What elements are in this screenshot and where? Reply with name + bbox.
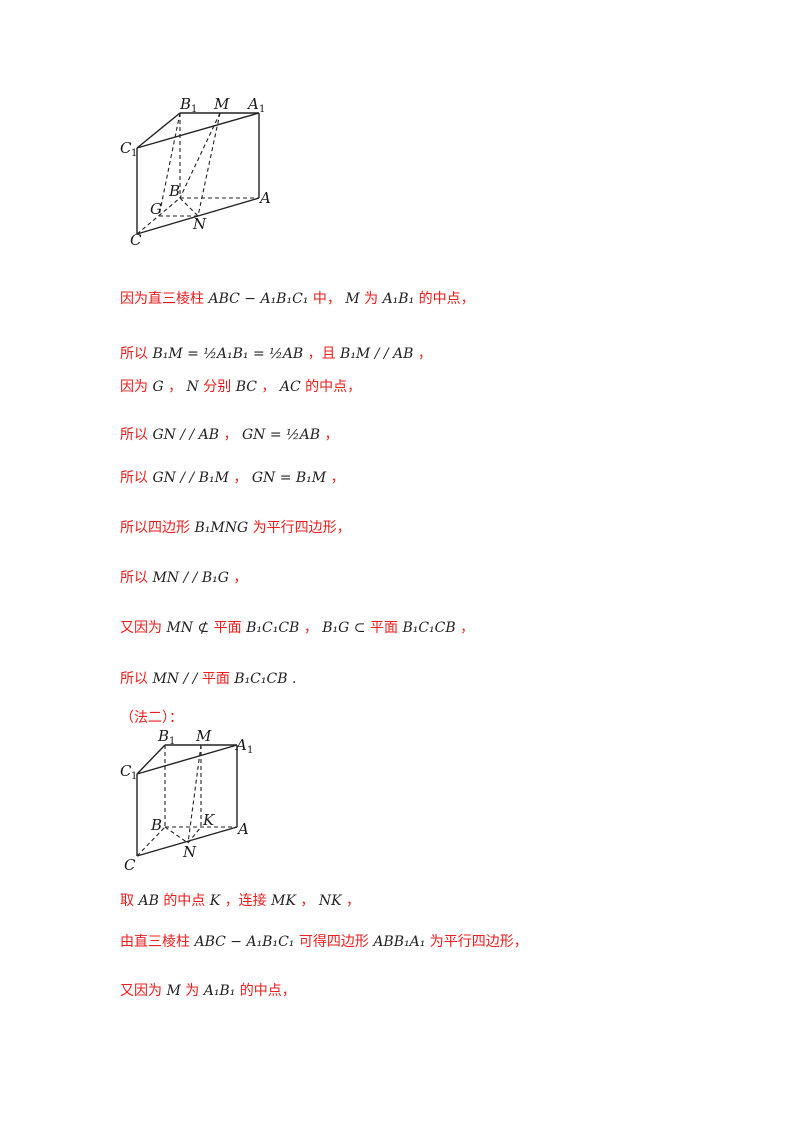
proof-line-8: 又因为 MN ⊄ 平面 B₁C₁CB ， B₁G ⊂ 平面 B₁C₁CB ， [120, 620, 475, 636]
label-c1: C [120, 139, 132, 157]
label-a: A [236, 820, 249, 838]
proof-line-10: 取 AB 的中点 K ，连接 MK ， NK ， [120, 893, 361, 909]
label-b: B [150, 816, 162, 834]
label-a1: A [234, 736, 247, 754]
proof-line-3: 因为 G ， N 分别 BC ， AC 的中点， [120, 379, 362, 395]
label-g: G [150, 200, 162, 218]
proof-line-7: 所以 MN / / B₁G ， [120, 570, 248, 586]
label-a1: A [246, 95, 259, 113]
proof-line-2: 所以 B₁M = ½A₁B₁ = ½AB ，且 B₁M / / AB ， [120, 346, 432, 362]
label-b1: B [179, 95, 191, 113]
proof-line-11: 由直三棱柱 ABC − A₁B₁C₁ 可得四边形 ABB₁A₁ 为平行四边形， [120, 934, 528, 950]
svg-text:1: 1 [247, 745, 253, 756]
svg-text:1: 1 [169, 736, 175, 747]
label-b1: B [157, 727, 169, 745]
label-c: C [130, 231, 142, 249]
label-m: M [195, 727, 212, 745]
label-c1: C [120, 762, 132, 780]
label-c: C [124, 856, 136, 874]
svg-text:1: 1 [259, 104, 265, 115]
proof-line-6: 所以四边形 B₁MNG 为平行四边形， [120, 520, 351, 536]
proof-line-1: 因为直三棱柱 ABC − A₁B₁C₁ 中， M 为 A₁B₁ 的中点， [120, 291, 475, 307]
method-two-heading: （法二）： [120, 710, 183, 726]
label-n: N [182, 843, 197, 861]
svg-text:1: 1 [131, 148, 137, 159]
svg-text:1: 1 [191, 104, 197, 115]
label-a: A [258, 189, 271, 207]
label-n: N [192, 215, 207, 233]
proof-line-5: 所以 GN / / B₁M ， GN = B₁M ， [120, 470, 345, 486]
proof-line-9: 所以 MN / / 平面 B₁C₁CB . [120, 671, 297, 687]
label-m: M [213, 95, 230, 113]
label-b: B [168, 182, 180, 200]
proof-line-4: 所以 GN / / AB ， GN = ½AB ， [120, 427, 339, 443]
svg-text:1: 1 [131, 771, 137, 782]
label-k: K [202, 811, 215, 829]
proof-line-12: 又因为 M 为 A₁B₁ 的中点， [120, 983, 296, 999]
